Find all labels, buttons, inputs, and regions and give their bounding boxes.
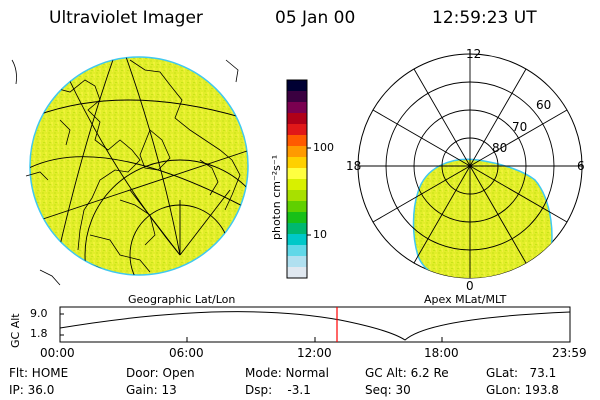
colorbar-segment	[287, 91, 307, 103]
timeline-ytick-high: 9.0	[30, 307, 48, 320]
orbit-timeline	[59, 306, 571, 343]
colorbar-segment	[287, 212, 307, 224]
outer-coastlines	[11, 59, 239, 286]
timeline-ytick-low: 1.8	[30, 327, 48, 340]
timeline-xtick-0: 00:00	[40, 346, 75, 360]
colorbar-frame	[286, 79, 308, 279]
timeline-frame	[59, 306, 571, 343]
date-label: 05 Jan 00	[275, 8, 356, 28]
geo-grid	[30, 57, 248, 275]
colorbar-segment	[287, 135, 307, 147]
geo-emission-disk	[29, 56, 249, 276]
colorbar-segment	[287, 124, 307, 136]
colorbar-segment	[287, 201, 307, 213]
timeline-xtick-2: 12:00	[297, 346, 332, 360]
glon-info: GLon: 193.8	[486, 383, 559, 397]
colorbar-segment	[287, 256, 307, 268]
colorbar-segment	[287, 80, 307, 92]
polar-panel: 12 18 6 0 60 70 80	[346, 47, 585, 293]
colorbar-segment	[287, 102, 307, 114]
colorbar-segment	[287, 223, 307, 235]
mlt-0-label: 0	[466, 279, 474, 293]
colorbar-segment	[287, 146, 307, 158]
mode-info: Mode: Normal	[245, 366, 329, 380]
door-info: Door: Open	[126, 366, 195, 380]
colorbar-segment	[287, 157, 307, 169]
colorbar-segment	[287, 113, 307, 125]
colorbar-unit-label: photon cm⁻²s⁻¹	[270, 155, 283, 240]
glat-info: GLat: 73.1	[486, 366, 557, 380]
colorbar-segment	[287, 234, 307, 246]
timeline-xtick-3: 18:00	[424, 346, 459, 360]
gc-alt-info: GC Alt: 6.2 Re	[365, 366, 449, 380]
mlt-18-label: 18	[346, 159, 361, 173]
gain-info: Gain: 13	[126, 383, 177, 397]
altitude-curve	[59, 311, 571, 341]
timeline-ylabel: GC Alt	[9, 313, 22, 348]
mlat-60-label: 60	[536, 98, 551, 112]
mlt-12-label: 12	[466, 47, 481, 61]
colorbar-segment	[287, 168, 307, 180]
timeline-xtick-1: 06:00	[169, 346, 204, 360]
polar-grid	[358, 54, 582, 278]
time-label: 12:59:23 UT	[432, 8, 537, 28]
geo-panel-label: Geographic Lat/Lon	[128, 293, 235, 306]
colorbar-tick-10: 10	[313, 228, 327, 241]
polar-panel-label: Apex MLat/MLT	[424, 293, 507, 306]
colorbar-tick-100: 100	[313, 141, 334, 154]
mlt-6-label: 6	[577, 159, 585, 173]
colorbar-segment	[287, 245, 307, 257]
seq-info: Seq: 30	[365, 383, 411, 397]
mlat-80-label: 80	[492, 141, 507, 155]
ip-info: IP: 36.0	[9, 383, 55, 397]
colorbar-segment	[287, 190, 307, 202]
colorbar	[286, 79, 311, 279]
instrument-title: Ultraviolet Imager	[49, 8, 203, 28]
flight-info: Flt: HOME	[9, 366, 69, 380]
dsp-info: Dsp: -3.1	[245, 383, 311, 397]
mlat-70-label: 70	[512, 120, 527, 134]
colorbar-segment	[287, 179, 307, 191]
colorbar-segment	[287, 267, 307, 279]
timeline-xtick-4: 23:59	[552, 346, 587, 360]
